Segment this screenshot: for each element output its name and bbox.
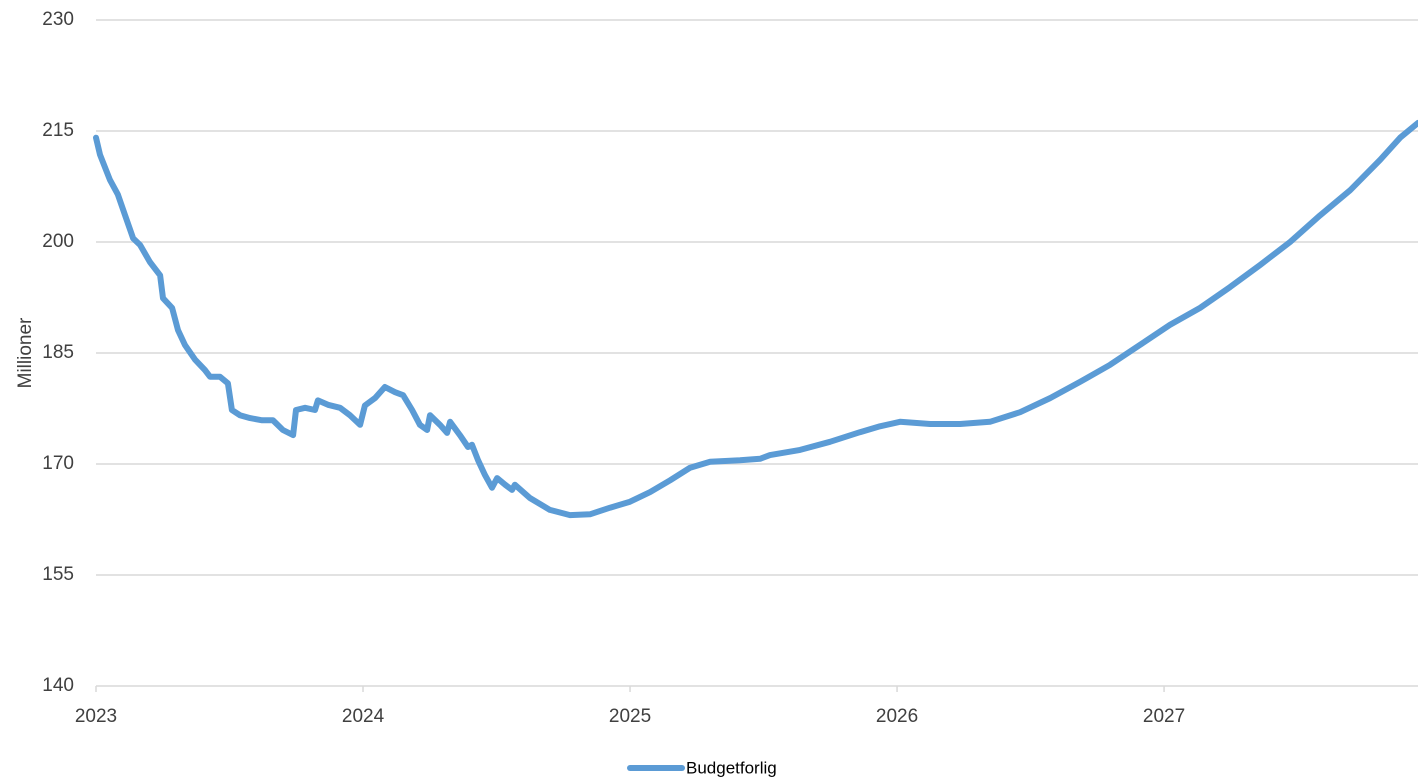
legend-label: Budgetforlig — [686, 758, 777, 777]
x-tick-label: 2026 — [876, 706, 918, 727]
y-axis-label: Millioner — [15, 317, 36, 388]
y-tick-label: 140 — [42, 675, 74, 696]
y-tick-label: 170 — [42, 453, 74, 474]
x-tick-label: 2024 — [342, 706, 385, 727]
y-tick-label: 200 — [42, 231, 74, 252]
y-tick-label: 230 — [42, 9, 74, 30]
y-tick-label: 155 — [42, 564, 74, 585]
y-tick-label: 215 — [42, 120, 74, 141]
y-tick-label: 185 — [42, 342, 74, 363]
x-tick-label: 2027 — [1143, 706, 1185, 727]
x-tick-label: 2023 — [75, 706, 117, 727]
line — [93, 119, 1418, 519]
x-tick-label: 2025 — [609, 706, 651, 727]
